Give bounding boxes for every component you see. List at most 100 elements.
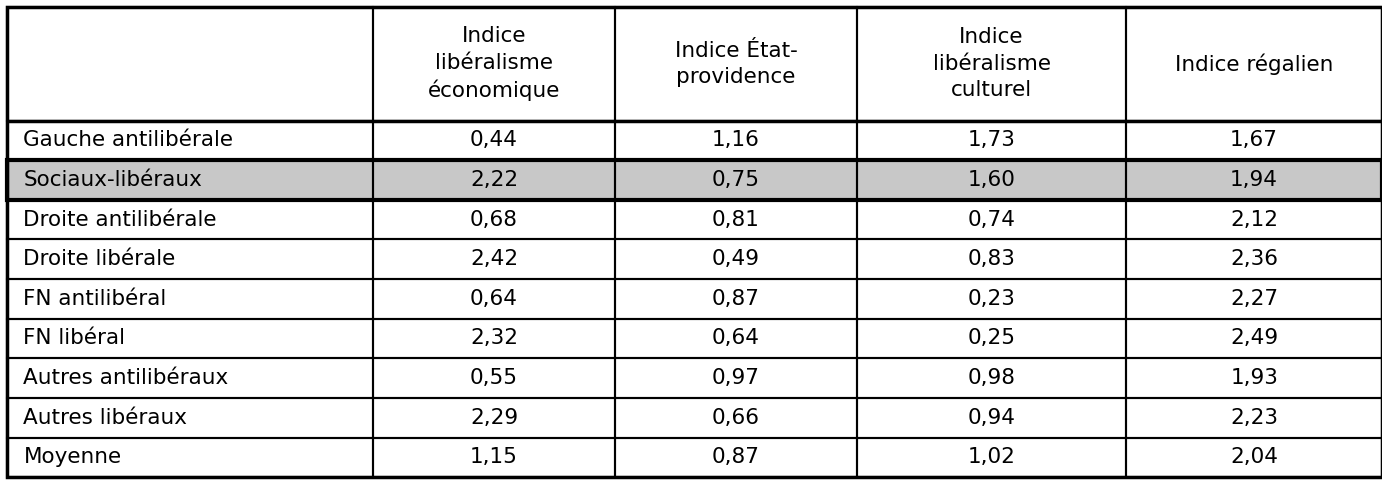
Bar — [1126, 358, 1382, 398]
Bar — [7, 120, 1382, 160]
Text: 0,75: 0,75 — [712, 170, 760, 190]
Bar — [615, 438, 857, 477]
Bar — [7, 279, 373, 319]
Bar — [7, 120, 373, 160]
Text: Droite antilibérale: Droite antilibérale — [23, 210, 217, 229]
Bar — [7, 160, 1382, 200]
Bar — [373, 7, 615, 120]
Text: Sociaux-libéraux: Sociaux-libéraux — [23, 170, 202, 190]
Bar — [7, 160, 1382, 200]
Bar — [7, 7, 373, 120]
Bar — [1126, 120, 1382, 160]
Text: 0,87: 0,87 — [712, 289, 760, 309]
Text: Indice régalien: Indice régalien — [1175, 53, 1334, 75]
Text: 0,94: 0,94 — [967, 408, 1016, 428]
Bar — [857, 358, 1126, 398]
Text: 1,15: 1,15 — [470, 447, 518, 468]
Bar — [373, 240, 615, 279]
Bar — [857, 398, 1126, 438]
Text: 0,64: 0,64 — [712, 328, 760, 348]
Bar — [1126, 438, 1382, 477]
Bar — [373, 160, 615, 200]
Bar — [1126, 319, 1382, 358]
Bar — [7, 358, 373, 398]
Bar — [857, 160, 1126, 200]
Bar — [857, 279, 1126, 319]
Bar — [615, 240, 857, 279]
Bar — [857, 7, 1126, 120]
Text: 1,93: 1,93 — [1230, 368, 1278, 388]
Bar — [373, 438, 615, 477]
Text: 2,04: 2,04 — [1230, 447, 1278, 468]
Text: 0,25: 0,25 — [967, 328, 1016, 348]
Bar — [7, 160, 373, 200]
Text: Moyenne: Moyenne — [23, 447, 122, 468]
Bar — [373, 398, 615, 438]
Bar — [7, 438, 1382, 477]
Bar — [615, 279, 857, 319]
Text: 0,49: 0,49 — [712, 249, 760, 269]
Bar — [7, 200, 1382, 240]
Bar — [7, 200, 373, 240]
Bar — [1126, 7, 1382, 120]
Bar — [615, 200, 857, 240]
Bar — [857, 438, 1126, 477]
Bar — [373, 200, 615, 240]
Bar — [7, 279, 1382, 319]
Bar — [373, 120, 615, 160]
Bar — [7, 319, 1382, 358]
Text: 0,87: 0,87 — [712, 447, 760, 468]
Text: Indice
libéralisme
culturel: Indice libéralisme culturel — [933, 27, 1050, 100]
Bar — [7, 7, 373, 120]
Text: 1,67: 1,67 — [1230, 130, 1278, 150]
Bar — [7, 240, 373, 279]
Text: 2,29: 2,29 — [470, 408, 518, 428]
Text: 2,22: 2,22 — [470, 170, 518, 190]
Text: 2,12: 2,12 — [1230, 210, 1278, 229]
Text: 2,49: 2,49 — [1230, 328, 1278, 348]
Text: FN antilibéral: FN antilibéral — [23, 289, 167, 309]
Text: 2,42: 2,42 — [470, 249, 518, 269]
Text: 0,74: 0,74 — [967, 210, 1016, 229]
Bar — [373, 7, 615, 120]
Bar — [7, 319, 373, 358]
Text: 1,02: 1,02 — [967, 447, 1016, 468]
Bar — [1126, 398, 1382, 438]
Text: 0,97: 0,97 — [712, 368, 760, 388]
Text: 2,36: 2,36 — [1230, 249, 1278, 269]
Bar — [615, 160, 857, 200]
Text: Autres antilibéraux: Autres antilibéraux — [23, 368, 229, 388]
Text: Indice
libéralisme
économique: Indice libéralisme économique — [428, 27, 560, 101]
Bar — [1126, 200, 1382, 240]
Bar — [615, 7, 857, 120]
Bar — [615, 319, 857, 358]
Bar — [615, 358, 857, 398]
Text: 0,64: 0,64 — [470, 289, 518, 309]
Text: Gauche antilibérale: Gauche antilibérale — [23, 130, 234, 150]
Text: 1,60: 1,60 — [967, 170, 1016, 190]
Text: 1,94: 1,94 — [1230, 170, 1278, 190]
Text: 2,23: 2,23 — [1230, 408, 1278, 428]
Bar — [1126, 240, 1382, 279]
Bar — [1126, 279, 1382, 319]
Text: Autres libéraux: Autres libéraux — [23, 408, 188, 428]
Bar — [857, 7, 1126, 120]
Bar — [1126, 160, 1382, 200]
Text: 0,66: 0,66 — [712, 408, 760, 428]
Text: 0,68: 0,68 — [470, 210, 518, 229]
Bar — [7, 438, 373, 477]
Text: 0,81: 0,81 — [712, 210, 760, 229]
Text: 0,23: 0,23 — [967, 289, 1016, 309]
Text: Indice État-
providence: Indice État- providence — [674, 40, 797, 87]
Bar — [615, 7, 857, 120]
Text: 0,44: 0,44 — [470, 130, 518, 150]
Bar — [615, 398, 857, 438]
Bar — [857, 319, 1126, 358]
Bar — [373, 358, 615, 398]
Bar — [7, 398, 1382, 438]
Text: FN libéral: FN libéral — [23, 328, 126, 348]
Bar — [615, 120, 857, 160]
Text: 2,32: 2,32 — [470, 328, 518, 348]
Text: 0,55: 0,55 — [470, 368, 518, 388]
Bar — [7, 240, 1382, 279]
